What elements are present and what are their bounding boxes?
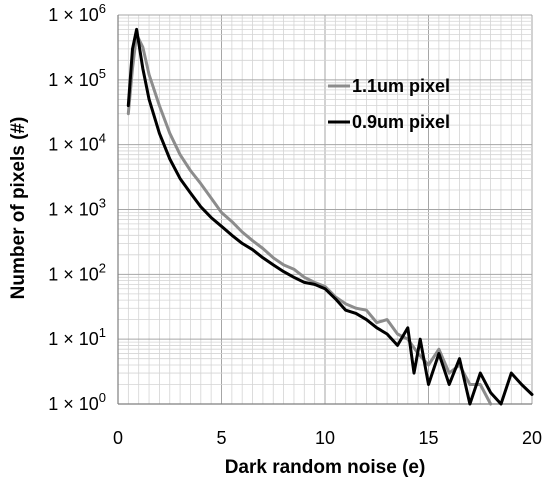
y-tick-label: 1 × 104	[48, 131, 106, 155]
legend-label-1-1um: 1.1um pixel	[352, 76, 450, 96]
legend: 1.1um pixel 0.9um pixel	[328, 76, 450, 132]
series-line-1-1um	[126, 33, 493, 406]
x-tick-labels: 0 5 10 15 20	[113, 428, 542, 448]
legend-label-0-9um: 0.9um pixel	[352, 112, 450, 132]
series-layer	[126, 27, 534, 406]
x-tick-label: 0	[113, 428, 123, 448]
x-tick-label: 15	[418, 428, 438, 448]
x-axis-title: Dark random noise (e)	[225, 457, 426, 478]
y-tick-label: 1 × 102	[48, 260, 106, 284]
y-axis-title: Number of pixels (#)	[8, 117, 29, 300]
y-tick-label: 1 × 101	[48, 325, 106, 349]
series-line-0-9um	[126, 27, 534, 406]
y-tick-label: 1 × 105	[48, 66, 106, 90]
x-tick-label: 5	[216, 428, 226, 448]
grid	[117, 14, 533, 405]
y-tick-labels: 1 × 100 1 × 101 1 × 102 1 × 103 1 × 104 1 × 1…	[48, 1, 106, 414]
y-tick-label: 1 × 106	[48, 1, 106, 25]
x-tick-label: 20	[522, 428, 542, 448]
x-tick-label: 10	[315, 428, 335, 448]
y-tick-label: 1 × 103	[48, 196, 106, 220]
y-tick-label: 1 × 100	[48, 390, 106, 414]
